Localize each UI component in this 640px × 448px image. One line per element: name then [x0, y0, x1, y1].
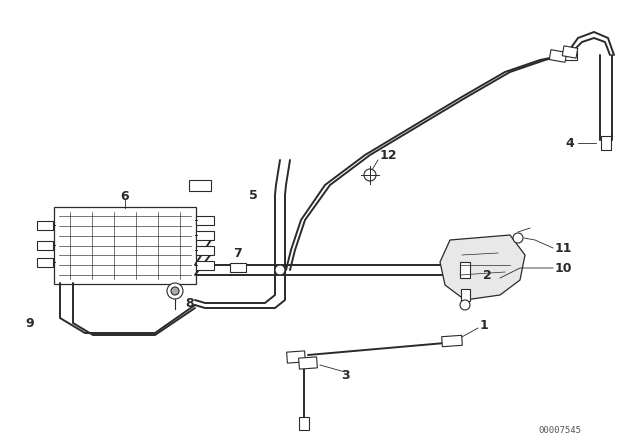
Text: 12: 12: [380, 148, 397, 161]
Bar: [196, 260, 214, 270]
Circle shape: [167, 283, 183, 299]
Text: 00007545: 00007545: [538, 426, 582, 435]
Polygon shape: [440, 235, 525, 300]
Bar: [549, 50, 567, 62]
Circle shape: [275, 265, 285, 275]
Bar: [299, 357, 317, 369]
Bar: [196, 231, 214, 240]
Circle shape: [364, 169, 376, 181]
Bar: [287, 351, 305, 363]
Bar: [196, 215, 214, 224]
Text: 7: 7: [234, 246, 243, 259]
Circle shape: [171, 287, 179, 295]
Text: 11: 11: [555, 241, 573, 254]
Text: 4: 4: [565, 137, 574, 150]
Circle shape: [460, 300, 470, 310]
Bar: [299, 417, 309, 430]
Circle shape: [513, 233, 523, 243]
Bar: [460, 262, 470, 278]
Bar: [230, 263, 246, 271]
Bar: [461, 289, 470, 301]
Bar: [601, 136, 611, 150]
Bar: [562, 46, 578, 58]
Bar: [189, 180, 211, 190]
Text: 5: 5: [249, 189, 258, 202]
Text: 9: 9: [26, 316, 35, 329]
Text: 3: 3: [340, 369, 349, 382]
Text: 10: 10: [555, 262, 573, 275]
Text: 8: 8: [185, 297, 194, 310]
Bar: [37, 258, 53, 267]
Text: 6: 6: [121, 190, 129, 202]
FancyBboxPatch shape: [54, 207, 196, 284]
Text: 2: 2: [483, 268, 492, 281]
Bar: [442, 335, 462, 347]
Bar: [196, 246, 214, 254]
Bar: [563, 51, 577, 60]
Text: 1: 1: [480, 319, 489, 332]
Bar: [37, 220, 53, 229]
Bar: [37, 241, 53, 250]
